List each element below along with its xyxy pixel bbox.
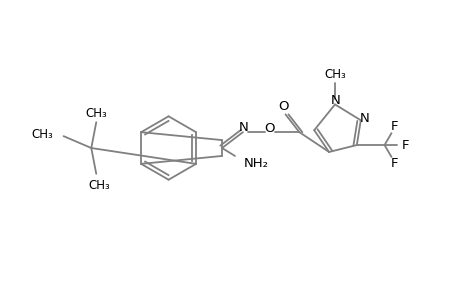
Text: NH₂: NH₂ bbox=[243, 158, 269, 170]
Text: F: F bbox=[390, 158, 397, 170]
Text: O: O bbox=[264, 122, 274, 135]
Text: N: N bbox=[239, 121, 248, 134]
Text: N: N bbox=[359, 112, 369, 125]
Text: N: N bbox=[330, 94, 340, 107]
Text: CH₃: CH₃ bbox=[324, 68, 345, 81]
Text: F: F bbox=[390, 120, 397, 133]
Text: O: O bbox=[278, 100, 288, 113]
Text: CH₃: CH₃ bbox=[31, 128, 52, 141]
Text: CH₃: CH₃ bbox=[85, 107, 107, 120]
Text: CH₃: CH₃ bbox=[88, 179, 110, 192]
Text: F: F bbox=[401, 139, 408, 152]
